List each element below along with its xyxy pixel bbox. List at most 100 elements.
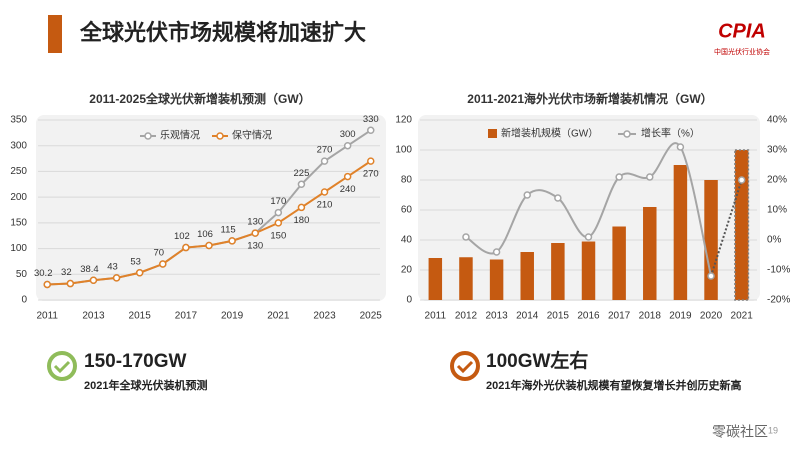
x-tick-label: 2019: [669, 311, 692, 322]
y-tick-label: 0: [21, 295, 27, 306]
y-tick-label: 150: [10, 217, 27, 228]
point: [676, 143, 685, 151]
point: [274, 219, 283, 227]
x-tick-label: 2012: [455, 311, 478, 322]
bar: [581, 241, 596, 300]
x-tick-label: 2013: [82, 311, 105, 322]
data-label: 330: [363, 114, 379, 125]
point: [89, 276, 98, 285]
y2-tick-label: -10%: [767, 265, 790, 276]
x-tick-label: 2013: [485, 311, 508, 322]
logo: CPIA: [718, 20, 766, 42]
legend-label: 新增装机规模（GW）: [501, 127, 598, 140]
highlight-caption: 2021年海外光伏装机规模有望恢复增长并创历史新高: [486, 378, 741, 392]
y2-tick-label: -20%: [767, 295, 790, 306]
data-label: 240: [340, 184, 356, 195]
x-tick-label: 2011: [36, 311, 58, 322]
data-label: 115: [221, 224, 236, 235]
data-label: 270: [317, 145, 333, 156]
point: [343, 172, 352, 181]
y-tick-label: 100: [10, 243, 27, 254]
data-label: 53: [130, 256, 141, 267]
x-tick-label: 2021: [267, 311, 290, 322]
y2-tick-label: 0%: [767, 235, 782, 246]
point: [159, 260, 167, 268]
data-label: 106: [197, 229, 213, 240]
title-accent: [48, 15, 62, 53]
y-tick-label: 350: [10, 115, 27, 126]
x-tick-label: 2014: [516, 311, 539, 322]
bar: [551, 243, 565, 300]
point: [523, 191, 531, 199]
x-tick-label: 2023: [313, 311, 336, 322]
highlight-value: 150-170GW: [84, 351, 187, 372]
legend-marker: [144, 132, 152, 140]
x-tick-label: 2020: [700, 311, 723, 322]
legend-marker: [216, 132, 224, 140]
data-label: 30.2: [34, 268, 53, 279]
page-number: 19: [768, 425, 778, 435]
x-tick-label: 2025: [360, 311, 383, 322]
icon: [47, 351, 77, 381]
legend-label: 保守情况: [232, 129, 272, 142]
data-label: 270: [363, 169, 379, 180]
x-tick-label: 2018: [639, 311, 662, 322]
chart-title: 2011-2025全球光伏新增装机预测（GW）: [89, 91, 310, 106]
point: [320, 157, 329, 165]
y-tick-label: 40: [401, 235, 413, 246]
y-tick-label: 250: [10, 166, 27, 177]
bar: [612, 226, 626, 300]
point: [135, 268, 144, 277]
highlight-value: 100GW左右: [486, 349, 588, 372]
logo-sub: 中国光伏行业协会: [714, 47, 770, 56]
y-tick-label: 50: [16, 269, 28, 280]
chart-title: 2011-2021海外光伏市场新增装机情况（GW）: [467, 91, 712, 106]
point: [462, 233, 470, 241]
legend-swatch: [488, 129, 497, 138]
bar: [489, 259, 504, 300]
y-tick-label: 20: [401, 265, 413, 276]
point: [228, 237, 236, 245]
bar: [520, 252, 534, 300]
legend-marker: [623, 130, 631, 138]
data-label: 170: [270, 196, 286, 207]
point: [297, 180, 306, 189]
data-label: 38.4: [80, 264, 99, 275]
y2-tick-label: 20%: [767, 175, 787, 186]
point: [646, 173, 654, 181]
x-tick-label: 2019: [221, 311, 244, 322]
bar: [459, 257, 473, 300]
y-tick-label: 300: [10, 140, 27, 151]
data-label: 225: [294, 168, 310, 179]
point: [182, 243, 190, 252]
point: [274, 208, 283, 217]
data-label: 43: [107, 261, 118, 272]
x-tick-label: 2015: [547, 311, 570, 322]
data-label: 130: [247, 217, 263, 228]
x-tick-label: 2017: [608, 311, 631, 322]
point: [66, 279, 75, 288]
y2-tick-label: 10%: [767, 205, 787, 216]
y-tick-label: 0: [406, 295, 412, 306]
icon: [450, 351, 480, 381]
point: [320, 188, 329, 196]
point: [492, 248, 501, 256]
x-tick-label: 2016: [577, 311, 600, 322]
legend-label: 乐观情况: [160, 129, 200, 142]
point: [367, 126, 375, 135]
y-tick-label: 60: [401, 205, 413, 216]
point: [737, 176, 746, 184]
highlight-caption: 2021年全球光伏装机预测: [84, 378, 207, 392]
plot-bg: [36, 115, 386, 301]
bar: [643, 207, 657, 300]
x-tick-label: 2021: [731, 311, 754, 322]
y-tick-label: 200: [10, 192, 27, 203]
data-label: 300: [340, 129, 356, 140]
data-label: 32: [61, 267, 72, 278]
data-label: 70: [153, 248, 164, 259]
point: [707, 272, 715, 280]
point: [205, 241, 213, 250]
data-label: 180: [294, 215, 310, 226]
x-tick-label: 2011: [425, 311, 447, 322]
